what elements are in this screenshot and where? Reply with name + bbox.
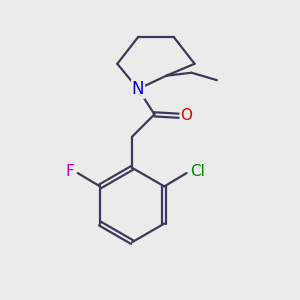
Text: F: F: [65, 164, 74, 179]
Text: O: O: [180, 108, 192, 123]
Text: Cl: Cl: [190, 164, 206, 179]
Text: N: N: [132, 80, 144, 98]
